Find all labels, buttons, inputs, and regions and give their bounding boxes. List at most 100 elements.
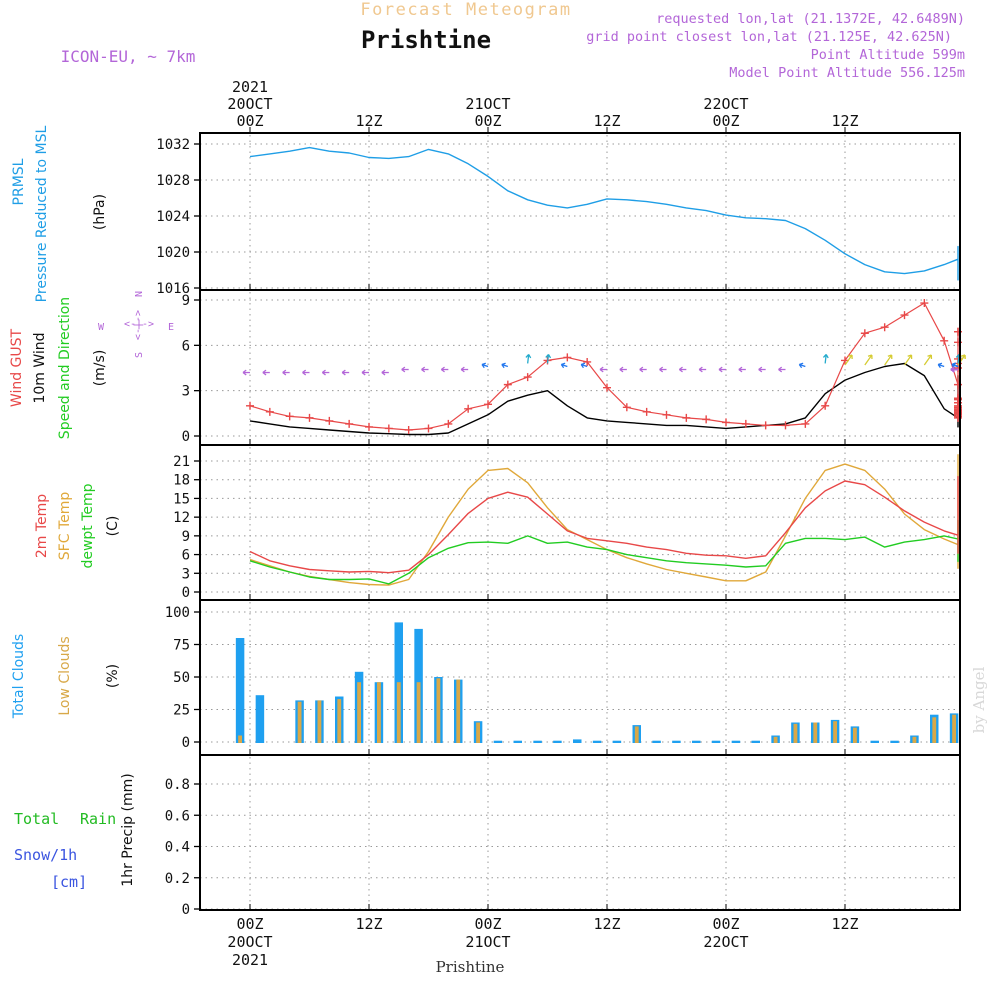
panel-4-ytick-label-3: 75 [173, 638, 190, 654]
wind-dir-arrowhead-28 [798, 362, 804, 369]
wind-dir-arrowhead-12 [481, 362, 487, 369]
pressure-line [249, 146, 959, 281]
wind-dir-arrowhead-22 [678, 366, 683, 373]
rain-label-rain: Rain [80, 810, 116, 828]
compass-arrow-h: <-|-> [124, 319, 154, 330]
wind-dir-arrowhead-35 [937, 362, 943, 369]
wind-dir-arrowhead-17 [580, 362, 586, 369]
low-cloud-bar-36 [952, 714, 956, 743]
panel-1-ytick-label-3: 1028 [156, 173, 190, 189]
gust-marker-4 [325, 416, 334, 425]
dewpt-label: dewpt Temp [80, 483, 96, 568]
gust-marker-24 [722, 418, 730, 427]
panel-grid [200, 135, 960, 910]
low-cloud-bar-6 [357, 682, 361, 743]
panel-4-ytick-label-4: 100 [165, 605, 190, 621]
gust-marker-18 [603, 383, 611, 392]
pressure-label-2: Pressure Reduced to MSL [34, 125, 50, 302]
panel-3-ytick-label-0: 0 [182, 585, 190, 601]
gust-marker-28 [801, 419, 810, 428]
top-axis-day-4: 22OCT [703, 95, 748, 113]
wind-dir-arrowhead-7 [381, 369, 386, 376]
panel-3-ytick-label-3: 9 [182, 529, 190, 545]
low-cloud-bar-30 [833, 721, 837, 743]
low-clouds-label: Low Clouds [57, 636, 73, 715]
gust-marker-27 [781, 421, 790, 430]
low-cloud-bar-10 [436, 678, 441, 743]
low-cloud-bar-29 [813, 722, 818, 743]
panel-5-ytick-label-4: 0.8 [165, 777, 190, 793]
wind-dir-arrowhead-14 [525, 354, 532, 359]
wind-dir-arrowhead-4 [321, 369, 326, 376]
wind-dir-arrowhead-32 [887, 354, 893, 359]
low-cloud-bar-28 [793, 723, 798, 743]
low-cloud-bar-31 [853, 727, 857, 743]
gust-marker-1 [265, 407, 274, 416]
total-cloud-bar-15 [533, 740, 542, 743]
panel-1-ytick-label-2: 1024 [156, 209, 190, 225]
panel-frame-5 [199, 754, 961, 911]
gust-marker-10 [444, 419, 453, 428]
temp-unit: (C) [105, 516, 121, 537]
rain-label-total: Total [14, 810, 59, 828]
wind-dir-arrowhead-9 [421, 366, 426, 373]
panel-3-ytick-label-5: 15 [173, 491, 190, 507]
wind-dir-arrow-32 [884, 354, 893, 366]
compass-n: N [134, 291, 145, 297]
gust-marker-9 [424, 424, 433, 433]
wind-dir-arrowhead-0 [242, 369, 247, 376]
panel-4-ytick-label-0: 0 [182, 735, 190, 751]
compass-e: E [168, 322, 174, 333]
wind-dir-arrow-30 [844, 354, 853, 366]
bottom-axis-day-0: 20OCT [227, 933, 272, 951]
wind-dir-arrowhead-31 [867, 354, 873, 359]
snow-unit: [cm] [51, 873, 87, 891]
gust-marker-32 [880, 323, 889, 332]
wind-dir-arrowhead-1 [262, 369, 267, 376]
wind-dir-label: Speed and Direction [57, 297, 73, 439]
panel-2-ytick-label-2: 6 [182, 338, 190, 354]
total-cloud-bar-24 [711, 740, 721, 743]
temp2m-label: 2m Temp [34, 494, 50, 558]
wind-dir-arrowhead-26 [758, 366, 763, 373]
gust-marker-25 [741, 419, 750, 428]
gust-marker-35 [940, 336, 949, 345]
top-axis-day-0: 20OCT [227, 95, 272, 113]
bottom-axis-hour-0: 00Z [236, 915, 263, 933]
top-axis-year-0: 2021 [232, 78, 268, 96]
gust-marker-34 [920, 299, 929, 308]
wind-dir-arrowhead-27 [778, 366, 783, 373]
total-cloud-bar-16 [553, 740, 562, 743]
watermark: by Angel [970, 666, 988, 733]
total-cloud-bar-13 [493, 740, 503, 743]
precip-unit: 1hr Precip (mm) [120, 773, 136, 886]
wind-dir-arrow-33 [903, 354, 913, 366]
compass-s: S [134, 352, 145, 358]
wind-dir-arrowhead-8 [401, 366, 406, 373]
gust-marker-7 [384, 424, 393, 433]
wind-dir-arrow-34 [923, 354, 932, 366]
wind-dir-arrowhead-15 [545, 354, 552, 359]
footer-location: Prishtine [436, 958, 505, 976]
low-cloud-bar-4 [317, 700, 322, 743]
top-axis-hour-4: 00Z [712, 112, 739, 130]
bottom-axis-hour-3: 12Z [593, 915, 620, 933]
total-cloud-bar-1 [255, 695, 265, 743]
total-cloud-bar-0 [235, 638, 245, 743]
wind-dir-arrowhead-16 [560, 362, 566, 369]
requested-coords: requested lon,lat (21.1372E, 42.6489N) [656, 11, 965, 27]
panel-3-ytick-label-1: 3 [182, 566, 190, 582]
low-cloud-bar-35 [932, 717, 937, 743]
total-cloud-bar-33 [890, 740, 899, 743]
chart-marks [235, 146, 966, 743]
wind-dir-arrowhead-33 [907, 354, 913, 359]
bottom-axis-hour-4: 00Z [712, 915, 739, 933]
compass-w: W [98, 322, 105, 333]
gust-marker-11 [464, 404, 473, 413]
panel-4-ytick-label-1: 25 [173, 703, 190, 719]
low-cloud-bar-7 [377, 682, 381, 743]
wind-dir-arrowhead-25 [738, 366, 743, 373]
